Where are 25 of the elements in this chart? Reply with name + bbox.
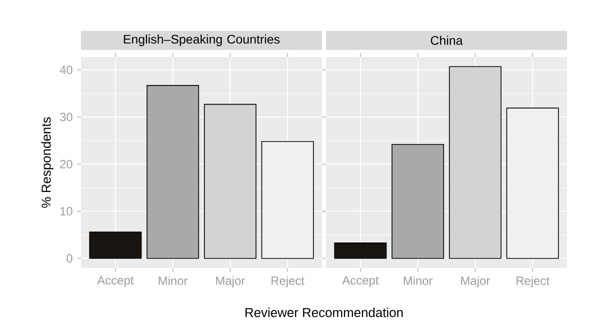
- y-tick-label: 0: [66, 254, 72, 263]
- y-tick-label: 20: [60, 160, 72, 168]
- y-tick-label: 30: [60, 112, 72, 122]
- x-tick-label: Major: [461, 276, 490, 288]
- x-axis-title: Reviewer Recommendation: [246, 308, 403, 318]
- x-tick-label: Minor: [158, 276, 188, 285]
- bar: [89, 232, 142, 259]
- bar: [146, 85, 200, 259]
- bar: [334, 242, 387, 259]
- bar: [392, 144, 444, 259]
- bar: [261, 141, 314, 259]
- bar: [448, 66, 502, 259]
- y-tick-label: 40: [60, 66, 72, 74]
- x-tick-label: Accept: [97, 276, 134, 287]
- y-tick-label: 10: [60, 207, 72, 216]
- x-tick-label: Reject: [516, 276, 550, 288]
- chart-title: China: [430, 36, 463, 45]
- y-axis-title: % Respondents: [41, 117, 54, 208]
- bar: [506, 108, 559, 259]
- bar: [204, 104, 256, 259]
- x-tick-label: Minor: [404, 276, 433, 285]
- x-tick-label: Major: [216, 276, 245, 288]
- x-tick-label: Accept: [342, 276, 379, 287]
- x-tick-label: Reject: [272, 276, 304, 288]
- chart-title: English–Speaking Countries: [124, 34, 280, 46]
